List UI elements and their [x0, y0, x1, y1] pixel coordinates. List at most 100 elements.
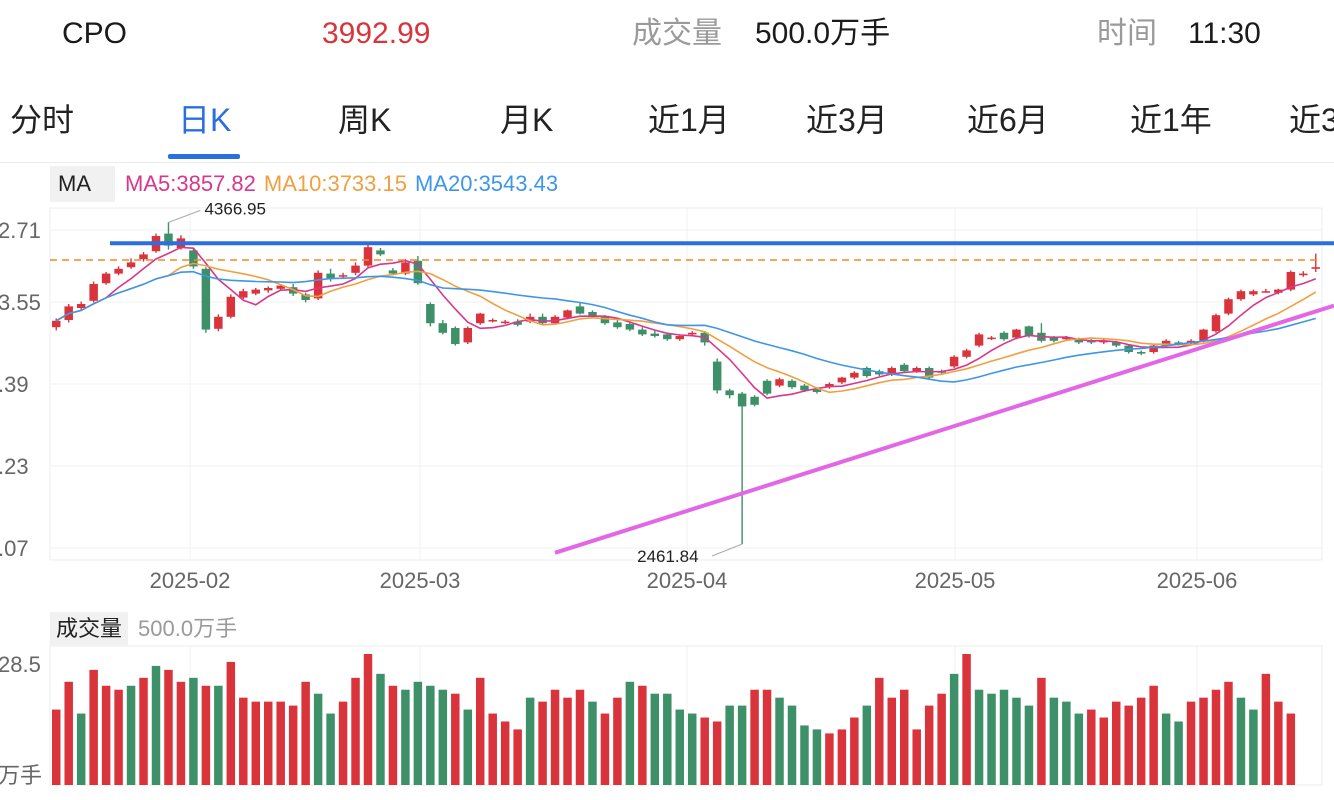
- candle-body: [563, 310, 572, 318]
- candle-body: [513, 321, 522, 325]
- candle-body: [675, 336, 685, 340]
- stock-name: CPO: [62, 17, 128, 50]
- tab-daily-k[interactable]: 日K: [178, 102, 232, 138]
- volume-bar: [1261, 673, 1271, 785]
- volume-bar: [625, 681, 635, 785]
- volume-bar: [1211, 689, 1221, 785]
- candle-body: [924, 368, 934, 378]
- candle-body: [426, 304, 435, 324]
- candle-body: [326, 273, 335, 279]
- volume-bar: [1099, 717, 1109, 785]
- volume-bar: [1124, 705, 1133, 785]
- candle-body: [1111, 342, 1121, 346]
- volume-bar: [638, 685, 647, 785]
- y-tick-label: .07: [0, 536, 29, 561]
- volume-bar: [351, 677, 360, 785]
- candle-body: [787, 380, 797, 388]
- ma20-value: MA20:3543.43: [414, 171, 559, 196]
- volume-bar: [1049, 697, 1059, 785]
- tab-3-months[interactable]: 近3月: [806, 102, 888, 138]
- volume-bar: [687, 713, 697, 785]
- candle-body: [1249, 291, 1258, 295]
- candle-body: [538, 316, 547, 324]
- volume-bar: [962, 654, 971, 785]
- candle-body: [338, 275, 348, 277]
- volume-bar: [189, 677, 198, 785]
- volume-bar: [1199, 697, 1208, 785]
- volume-bar: [912, 729, 921, 785]
- candle-body: [862, 368, 872, 376]
- candle-body: [899, 364, 909, 372]
- candle-body: [226, 296, 236, 317]
- candle-body: [638, 329, 647, 335]
- candle-body: [1024, 326, 1034, 336]
- volume-bar: [712, 721, 722, 785]
- volume-bar: [388, 685, 398, 785]
- candle-body: [949, 356, 959, 367]
- candle-body: [800, 385, 809, 391]
- candle-body: [126, 262, 136, 268]
- volume-bar: [313, 693, 323, 785]
- candle-body: [1311, 267, 1321, 269]
- ma-label[interactable]: MA: [50, 166, 115, 202]
- candle-body: [1211, 315, 1221, 332]
- volume-bar: [1111, 701, 1121, 785]
- volume-bar: [575, 689, 585, 785]
- candle-body: [301, 294, 310, 300]
- volume-bar: [588, 701, 597, 785]
- candle-body: [475, 313, 485, 324]
- tab-6-months[interactable]: 近6月: [967, 102, 1049, 138]
- tab-3-years[interactable]: 近3: [1289, 102, 1334, 138]
- volume-bar: [937, 693, 946, 785]
- candle-body: [1299, 273, 1308, 276]
- volume-bar: [1274, 701, 1283, 785]
- candle-body: [1174, 342, 1183, 344]
- candle-body: [1274, 289, 1283, 293]
- tab-1-year[interactable]: 近1年: [1130, 102, 1212, 138]
- volume-bar: [663, 693, 672, 785]
- volume-bar: [500, 721, 510, 785]
- ma10-line: [55, 262, 1317, 394]
- tab-intraday[interactable]: 分时: [10, 102, 75, 138]
- tab-monthly-k[interactable]: 月K: [500, 102, 554, 138]
- period-tabs: 分时 日K 周K 月K 近1月 近3月 近6月 近1年 近3: [0, 86, 1334, 163]
- candle-body: [613, 322, 622, 328]
- volume-bar: [76, 713, 86, 785]
- candle-body: [139, 254, 148, 260]
- volume-bar: [525, 697, 535, 785]
- volume-bar: [251, 701, 261, 785]
- candle-body: [376, 250, 385, 255]
- candle-body: [351, 265, 360, 273]
- volume-bar: [139, 677, 148, 785]
- candle-body: [201, 268, 211, 330]
- volume-bar: [1249, 709, 1258, 785]
- candle-body: [189, 250, 198, 267]
- volume-axis-unit: 万手: [0, 763, 42, 788]
- x-tick-label: 2025-03: [380, 568, 461, 593]
- candle-body: [89, 284, 98, 301]
- candle-body: [1261, 291, 1271, 293]
- volume-bar: [700, 717, 709, 785]
- candle-body: [101, 273, 111, 284]
- volume-bar: [650, 693, 660, 785]
- active-tab-indicator: [168, 154, 240, 159]
- y-tick-label: .39: [0, 372, 29, 397]
- candle-body: [812, 388, 822, 392]
- candle-body: [1136, 352, 1146, 354]
- volume-bar: [164, 669, 173, 785]
- volume-bars: [51, 654, 1296, 785]
- candle-body: [588, 312, 597, 317]
- candle-body: [313, 272, 323, 299]
- candle-body: [625, 324, 635, 330]
- candle-body: [214, 316, 223, 329]
- x-tick-label: 2025-04: [647, 568, 728, 593]
- tab-weekly-k[interactable]: 周K: [338, 102, 392, 138]
- candle-body: [239, 291, 248, 298]
- volume-panel-label[interactable]: 成交量: [50, 612, 129, 646]
- ma5-line: [55, 246, 1317, 399]
- tab-1-month[interactable]: 近1月: [648, 102, 730, 138]
- volume-bar: [239, 697, 248, 785]
- candle-body: [1149, 345, 1158, 352]
- candle-body: [1236, 291, 1246, 300]
